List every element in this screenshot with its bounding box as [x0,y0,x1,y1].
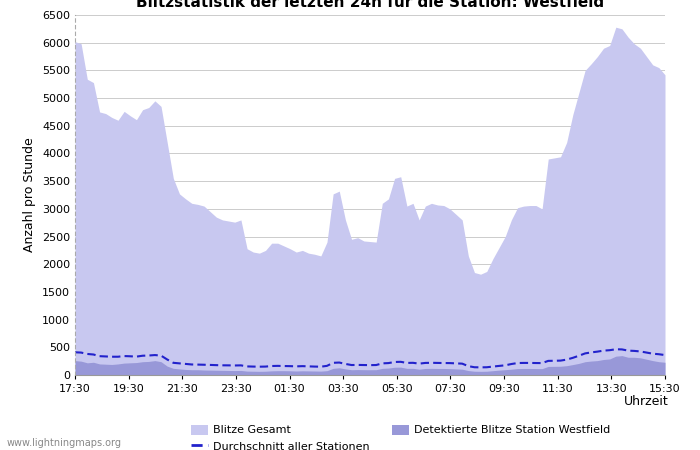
Text: www.lightningmaps.org: www.lightningmaps.org [7,438,122,448]
Title: Blitzstatistik der letzten 24h für die Station: Westfield: Blitzstatistik der letzten 24h für die S… [136,0,604,9]
Y-axis label: Anzahl pro Stunde: Anzahl pro Stunde [24,138,36,252]
Text: Uhrzeit: Uhrzeit [624,395,668,408]
Legend: Blitze Gesamt, Durchschnitt aller Stationen, Detektierte Blitze Station Westfiel: Blitze Gesamt, Durchschnitt aller Statio… [187,420,615,450]
